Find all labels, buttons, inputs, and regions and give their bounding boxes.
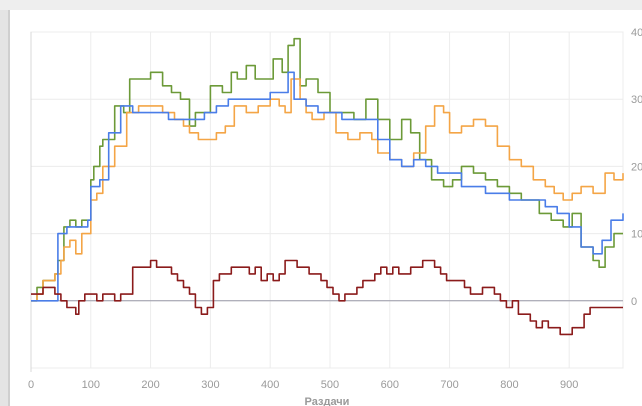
top-strip [0, 0, 642, 10]
x-tick-label: 300 [201, 379, 219, 391]
x-axis-label: Раздачи [305, 396, 350, 406]
y-tick-label: 30 [631, 94, 642, 106]
y-tick-label: 20 [631, 161, 642, 173]
y-tick-label: 10 [631, 229, 642, 241]
x-tick-label: 0 [28, 379, 34, 391]
x-tick-label: 800 [500, 379, 518, 391]
x-tick-label: 400 [261, 379, 279, 391]
x-tick-label: 700 [440, 379, 458, 391]
x-tick-label: 900 [560, 379, 578, 391]
x-tick-label: 500 [321, 379, 339, 391]
series-line-green [31, 37, 623, 302]
left-border-line [8, 10, 10, 406]
x-axis-ticks: 0 100 200 300 400 500 600 700 800 900 [28, 379, 578, 391]
y-axis-ticks: 0 10 20 30 40 [631, 27, 642, 308]
x-tick-label: 100 [82, 379, 100, 391]
x-tick-label: 600 [381, 379, 399, 391]
series-layer [31, 37, 624, 336]
series-line-blue [31, 71, 624, 302]
y-tick-label: 40 [631, 27, 642, 39]
x-tick-label: 200 [141, 379, 159, 391]
left-border [0, 10, 8, 406]
y-tick-label: 0 [631, 296, 637, 308]
series-line-darkred [31, 259, 623, 336]
